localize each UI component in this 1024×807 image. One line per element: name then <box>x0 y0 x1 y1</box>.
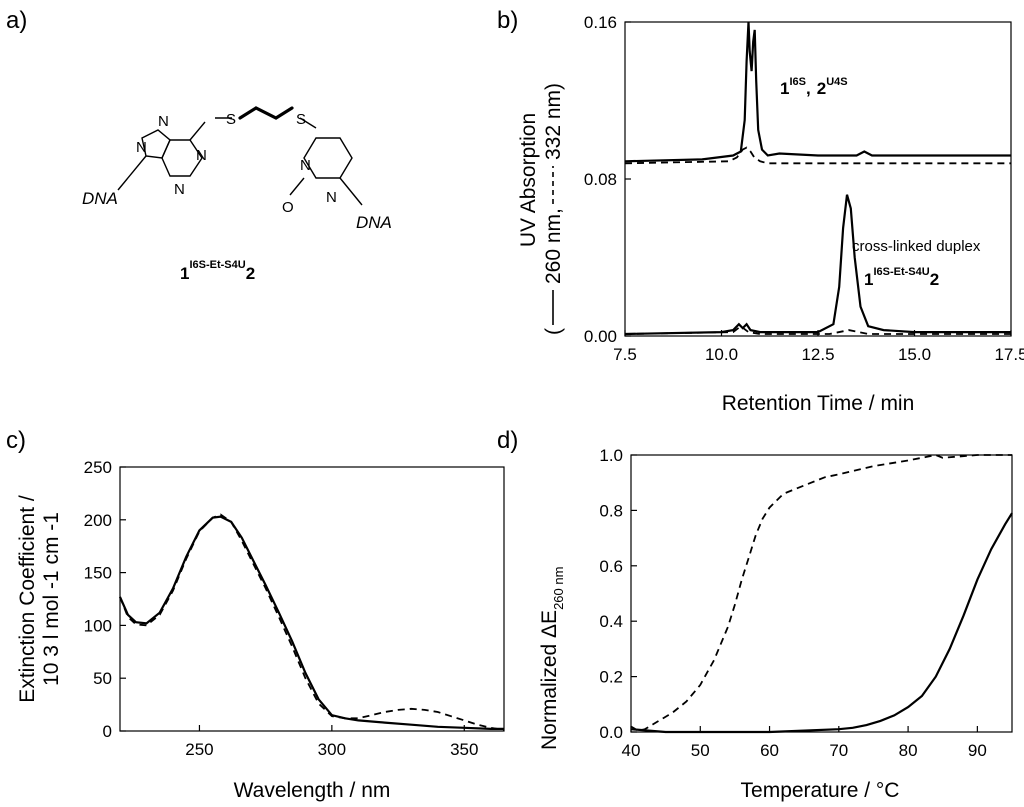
chart-d-ytick-label: 0.0 <box>599 723 623 742</box>
chart-d-frame <box>630 454 1013 733</box>
carbonyl-bond <box>289 177 305 196</box>
chart-b-ytick-label: 0.08 <box>584 170 617 189</box>
uracil-ring <box>303 137 353 179</box>
chart-c-xtick-label: 300 <box>318 740 346 759</box>
chart-b-series-dashed <box>624 146 1011 165</box>
chart-b-frame <box>624 21 1012 337</box>
chart-b-xtick-label: 17.5 <box>994 345 1024 364</box>
chart-d-xtick-label: 70 <box>829 741 848 760</box>
chart-b-xlabel: Retention Time / min <box>722 392 915 415</box>
chart-c-ytick-label: 0 <box>103 722 112 741</box>
chart-d-ytick-label: 0.6 <box>599 557 623 576</box>
chart-d-xtick-label: 40 <box>622 741 641 760</box>
svg-text:Normalized ΔE260 nm: Normalized ΔE260 nm <box>538 567 566 750</box>
chart-d-ylabel-sub: 260 nm <box>551 567 566 610</box>
chemical-structure: N N N N S S N N O DNA DNA 1I6S-Et-S4U2 <box>82 106 392 283</box>
purine-s-bond <box>189 121 206 141</box>
chart-d-ytick-label: 1.0 <box>599 446 623 465</box>
chart-b-xtick-label: 7.5 <box>613 345 637 364</box>
chart-b-ytick-label: 0.00 <box>584 327 617 346</box>
chart-c-frame <box>119 466 505 732</box>
chart-d-ylabel: Normalized ΔE260 nm <box>538 567 566 750</box>
chart-d: Temperature / °C Normalized ΔE260 nm 40 5… <box>538 446 1013 802</box>
chart-d-xtick-label: 90 <box>968 741 987 760</box>
panel-b-letter: b) <box>497 7 518 34</box>
chart-d-xtick-label: 50 <box>691 741 710 760</box>
chart-b-ylabel-line2: ( 260 nm, 332 nm) <box>542 83 565 335</box>
chart-b-annotation-1: 1I6S, 2U4S <box>780 76 848 98</box>
atom-s1: S <box>226 111 236 128</box>
chart-d-xtick-label: 80 <box>899 741 918 760</box>
atom-n2: N <box>136 139 147 156</box>
chart-d-series-dashed <box>630 454 1012 732</box>
chart-d-ylabel-prefix: Normalized ΔE <box>538 610 561 750</box>
chart-d-series-solid <box>630 512 1013 734</box>
chart-c-ylabel-line1: Extinction Coefficient / <box>16 495 39 703</box>
chart-b-ylabel-line1: UV Absorption <box>517 113 540 247</box>
chart-b-series-solid <box>624 21 1011 163</box>
chart-d-xtick-label: 60 <box>760 741 779 760</box>
atom-n5: N <box>300 157 311 174</box>
chart-c: Wavelength / nm Extinction Coefficient /… <box>16 458 505 802</box>
chart-b-ytick-label: 0.16 <box>584 13 617 32</box>
chart-c-ytick-label: 250 <box>84 458 112 477</box>
chart-c-xtick-label: 250 <box>185 740 213 759</box>
atom-n1: N <box>158 113 169 130</box>
panel-c-letter: c) <box>6 427 26 454</box>
dna-bond-left <box>117 155 147 191</box>
chart-b-series-dashed <box>624 325 1011 335</box>
chart-c-series-solid <box>118 515 504 731</box>
dna-bond-right <box>339 177 363 206</box>
atom-n3: N <box>196 147 207 164</box>
chart-c-ytick-label: 50 <box>93 669 112 688</box>
chart-d-ytick-label: 0.8 <box>599 501 623 520</box>
chart-c-ylabel-line2: 10 3 l mol -1 cm -1 <box>40 512 63 686</box>
dna-label-left: DNA <box>82 189 118 208</box>
chart-c-series-dashed <box>119 513 505 731</box>
chart-d-ytick-label: 0.4 <box>599 612 623 631</box>
chart-b-series-solid <box>624 194 1011 336</box>
chart-b-annotation-2-line2: 1I6S-Et-S4U2 <box>864 266 939 289</box>
chart-c-xlabel: Wavelength / nm <box>234 779 391 802</box>
panel-a-letter: a) <box>6 7 27 34</box>
chart-c-ytick-label: 100 <box>84 616 112 635</box>
chart-b-xtick-label: 15.0 <box>898 345 931 364</box>
chart-b-annotation-2-line1: cross-linked duplex <box>852 238 981 255</box>
chart-b-xtick-label: 10.0 <box>705 345 738 364</box>
chart-b-xtick-label: 12.5 <box>801 345 834 364</box>
chart-d-ytick-label: 0.2 <box>599 668 623 687</box>
ethyl-linker <box>238 106 294 120</box>
chart-b-ylabel-solid: 260 nm, <box>542 208 565 284</box>
chart-d-xlabel: Temperature / °C <box>741 779 900 802</box>
panel-d-letter: d) <box>497 427 518 454</box>
dna-label-right: DNA <box>356 213 392 232</box>
chart-b-ylabel-dashed: 332 nm) <box>542 83 565 160</box>
chart-c-ytick-label: 200 <box>84 511 112 530</box>
chart-b-ylabel-paren: ( <box>542 328 565 335</box>
s-bond-right <box>299 117 317 129</box>
atom-o: O <box>282 199 294 216</box>
chart-c-xtick-label: 350 <box>450 740 478 759</box>
atom-n6: N <box>326 189 337 206</box>
chart-b: Retention Time / min UV Absorption ( 260… <box>517 13 1024 415</box>
chart-c-ytick-label: 150 <box>84 564 112 583</box>
atom-n4: N <box>174 181 185 198</box>
compound-label: 1I6S-Et-S4U2 <box>180 259 255 283</box>
atom-s2: S <box>296 111 306 128</box>
